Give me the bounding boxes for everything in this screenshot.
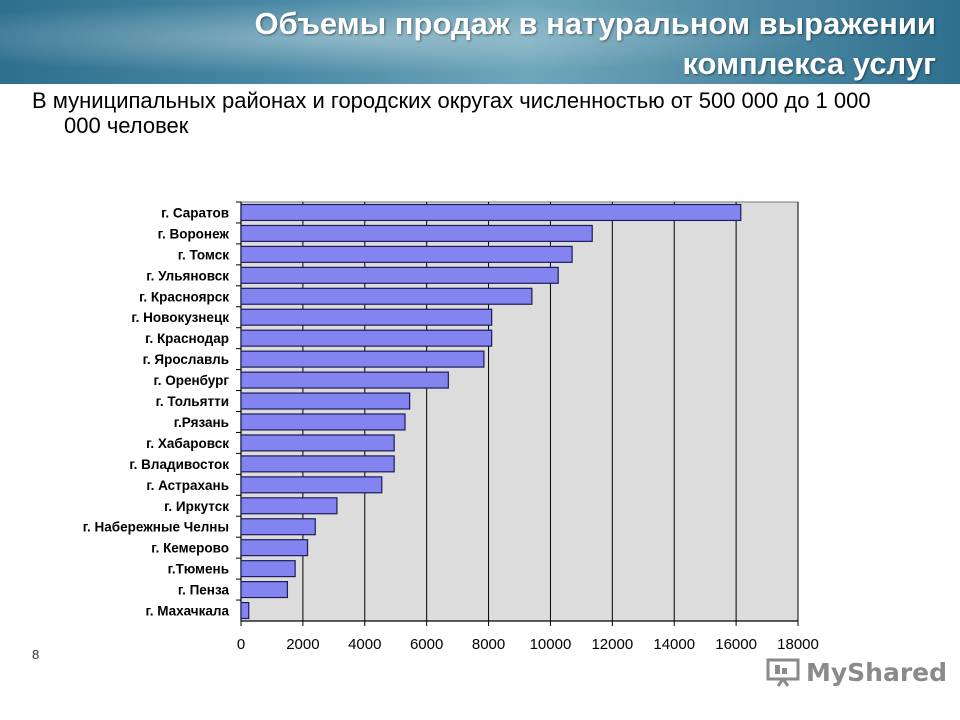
category-label: г. Томск (178, 247, 230, 262)
x-tick-label: 14000 (653, 636, 695, 653)
category-label: г. Новокузнецк (131, 310, 229, 325)
category-label: г. Хабаровск (146, 436, 229, 451)
bar (240, 392, 411, 410)
x-tick-label: 12000 (591, 636, 633, 653)
bar (240, 434, 395, 452)
header-highlight (0, 0, 960, 84)
category-label: г.Тюмень (168, 562, 229, 577)
category-label: г. Тольятти (156, 394, 229, 409)
slide-subtitle: В муниципальных районах и городских окру… (32, 88, 871, 138)
category-label: г.Рязань (174, 415, 229, 430)
category-label: г. Кемерово (151, 541, 229, 556)
x-tick-label: 8000 (472, 636, 505, 653)
bar (240, 497, 338, 515)
bar (240, 518, 316, 536)
slide-title-line-1: Объемы продаж в натуральном выражении (254, 6, 936, 41)
slide-title-line-2: комплекса услуг (682, 46, 936, 81)
bar (240, 476, 383, 494)
category-label: г. Краснодар (145, 331, 229, 346)
category-label: г. Владивосток (129, 457, 229, 472)
bar (240, 203, 742, 222)
bar (240, 266, 559, 284)
page-number: 8 (32, 647, 40, 662)
category-label: г. Иркутск (164, 499, 229, 514)
x-tick-label: 0 (237, 636, 245, 653)
x-tick-label: 18000 (777, 636, 819, 653)
category-label: г. Саратов (161, 205, 229, 220)
x-tick-label: 4000 (348, 636, 381, 653)
category-label: г. Ярославль (143, 352, 229, 367)
category-label: г. Пенза (178, 583, 230, 598)
watermark-text: MyShared (806, 657, 948, 687)
bar (240, 371, 449, 389)
bar (240, 287, 533, 305)
x-tick-label: 16000 (715, 636, 757, 653)
bar (240, 455, 395, 473)
bar (240, 350, 485, 368)
bar (240, 601, 250, 620)
category-label: г. Астрахань (146, 478, 229, 493)
x-tick-label: 10000 (530, 636, 572, 653)
category-label: г. Набережные Челны (83, 520, 229, 535)
bar (240, 245, 573, 263)
slide-title: Объемы продаж в натуральном выражении ко… (36, 4, 936, 84)
bar (240, 308, 493, 326)
bar (240, 560, 296, 578)
watermark: MyShared (766, 657, 947, 687)
category-label: г. Красноярск (139, 289, 229, 304)
slide-header: Объемы продаж в натуральном выражении ко… (0, 0, 960, 84)
bar (240, 581, 289, 599)
bar (240, 224, 593, 242)
bar (240, 329, 493, 347)
category-label: г. Оренбург (153, 373, 229, 388)
presentation-icon (766, 658, 800, 687)
x-tick-label: 2000 (286, 636, 319, 653)
bar (240, 413, 406, 431)
plot-area (240, 201, 799, 622)
category-label: г. Ульяновск (146, 268, 229, 283)
bar (240, 539, 309, 557)
category-label: г. Махачкала (145, 604, 229, 619)
category-label: г. Воронеж (158, 226, 230, 241)
x-tick-label: 6000 (410, 636, 443, 653)
